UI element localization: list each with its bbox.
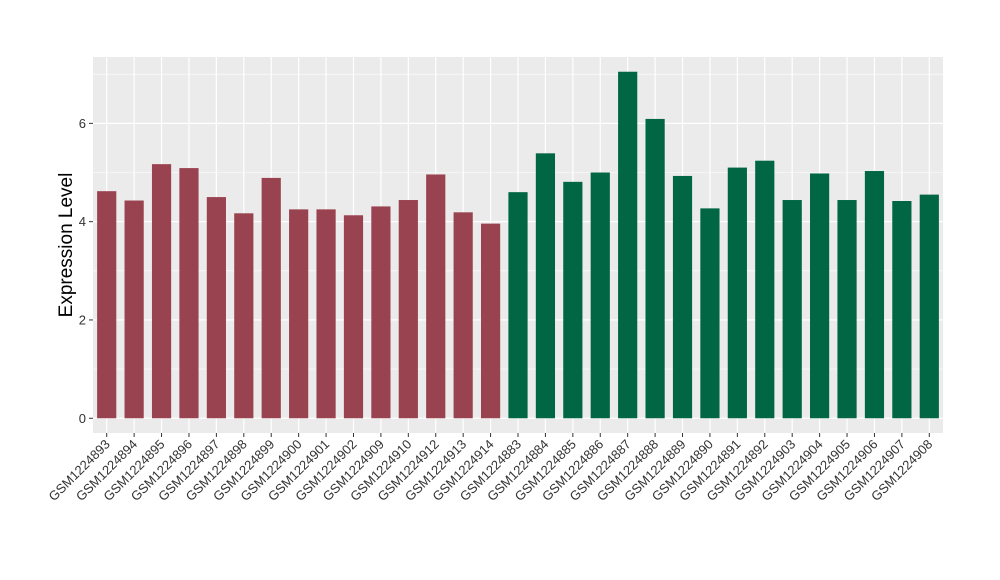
bar-GSM1224886 xyxy=(590,172,610,419)
bar-GSM1224896 xyxy=(179,168,199,419)
bar-GSM1224908 xyxy=(919,194,939,419)
y-tick-label: 2 xyxy=(79,312,86,327)
bar-GSM1224895 xyxy=(151,164,172,419)
bar-GSM1224892 xyxy=(755,160,775,419)
bar-GSM1224889 xyxy=(672,175,693,419)
bar-GSM1224890 xyxy=(700,208,720,419)
bar-GSM1224910 xyxy=(398,200,418,419)
bar-GSM1224901 xyxy=(316,209,336,419)
bar-GSM1224884 xyxy=(535,153,556,419)
y-tick-label: 6 xyxy=(79,116,86,131)
bar-GSM1224914 xyxy=(480,223,501,419)
bar-GSM1224902 xyxy=(343,215,364,419)
bar-GSM1224893 xyxy=(97,191,117,419)
bar-GSM1224897 xyxy=(206,197,226,419)
bars xyxy=(97,71,939,419)
bar-GSM1224883 xyxy=(508,192,528,419)
bar-GSM1224899 xyxy=(261,177,281,419)
y-tick-label: 4 xyxy=(79,214,86,229)
bar-GSM1224905 xyxy=(837,200,857,419)
bar-GSM1224904 xyxy=(810,173,830,419)
bar-GSM1224891 xyxy=(727,167,747,419)
bar-GSM1224903 xyxy=(782,200,802,419)
bar-GSM1224913 xyxy=(453,212,473,419)
bar-GSM1224888 xyxy=(645,118,665,419)
axes: 0246GSM1224893GSM1224894GSM1224895GSM122… xyxy=(45,116,935,504)
bar-GSM1224912 xyxy=(426,174,446,419)
y-tick-label: 0 xyxy=(79,411,86,426)
bar-GSM1224909 xyxy=(371,206,391,419)
y-axis-title: Expression Level xyxy=(56,173,77,318)
bar-GSM1224906 xyxy=(864,171,885,419)
bar-GSM1224887 xyxy=(618,71,638,419)
bar-GSM1224907 xyxy=(892,201,912,419)
bar-GSM1224900 xyxy=(289,209,309,419)
bar-GSM1224898 xyxy=(234,213,254,419)
bar-GSM1224894 xyxy=(124,200,144,419)
bar-GSM1224885 xyxy=(563,181,583,419)
